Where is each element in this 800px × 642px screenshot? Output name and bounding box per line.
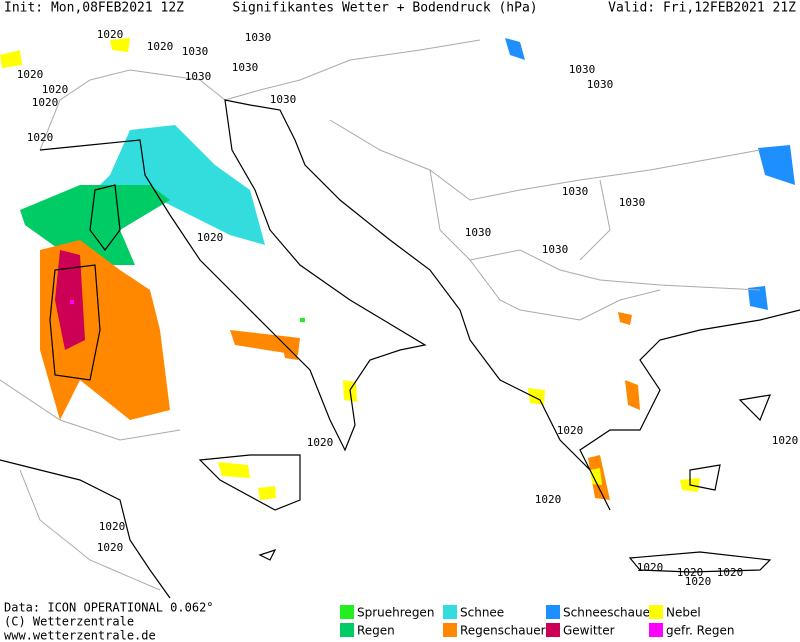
precip-area	[625, 380, 640, 410]
valid-time: Valid: Fri,12FEB2021 21Z	[608, 1, 796, 16]
isobar-label: 1030	[569, 63, 596, 76]
url: www.wetterzentrale.de	[4, 629, 156, 642]
legend-swatch	[340, 605, 354, 619]
precip-area	[748, 286, 768, 310]
isobar-label: 1020	[677, 566, 704, 579]
isobar-label: 1030	[562, 185, 589, 198]
precip-area	[505, 38, 525, 60]
legend-label: Schneeschauer	[563, 606, 655, 620]
legend-label: Nebel	[666, 606, 701, 620]
legend-label: Regen	[357, 624, 395, 638]
precip-area	[300, 318, 305, 322]
isobar-label: 1020	[27, 131, 54, 144]
footer-band	[0, 600, 800, 642]
precip-area	[758, 145, 795, 185]
legend-label: Spruehregen	[357, 606, 434, 620]
legend-swatch	[340, 623, 354, 637]
isobar-label: 1020	[772, 434, 799, 447]
precip-area	[258, 486, 276, 500]
isobar-label: 1020	[99, 520, 126, 533]
legend-swatch	[649, 623, 663, 637]
isobar-label: 1020	[307, 436, 334, 449]
init-time: Init: Mon,08FEB2021 12Z	[4, 1, 184, 16]
isobar-label: 1030	[542, 243, 569, 256]
isobar-label: 1030	[182, 45, 209, 58]
isobar-label: 1020	[97, 28, 124, 41]
isobar-label: 1020	[717, 566, 744, 579]
precip-area	[528, 388, 545, 405]
isobar-label: 1020	[42, 83, 69, 96]
isobar-label: 1020	[147, 40, 174, 53]
isobar-label: 1030	[270, 93, 297, 106]
legend-swatch	[443, 623, 457, 637]
precip-area	[590, 468, 602, 485]
precip-area	[618, 312, 632, 325]
legend-swatch	[443, 605, 457, 619]
legend: Spruehregen Regen Schnee Regenschauer Schnee…	[340, 605, 734, 638]
isobar-label: 1020	[685, 575, 712, 588]
isobar-label: 1020	[197, 231, 224, 244]
isobar-label: 1020	[17, 68, 44, 81]
legend-label: gefr. Regen	[666, 624, 734, 638]
isobar-label: 1020	[535, 493, 562, 506]
legend-swatch	[649, 605, 663, 619]
legend-label: Regenschauer	[460, 624, 546, 638]
precip-area	[110, 38, 130, 52]
precip-area	[0, 50, 22, 68]
precip-area	[100, 125, 265, 245]
isobar-label: 1020	[32, 96, 59, 109]
isobar-label: 1030	[465, 226, 492, 239]
legend-swatch	[546, 605, 560, 619]
map-title: Signifikantes Wetter + Bodendruck (hPa)	[232, 1, 537, 16]
legend-label: Schnee	[460, 606, 504, 620]
isobar-label: 1020	[97, 541, 124, 554]
precip-area	[70, 300, 74, 304]
isobar-label: 1020	[557, 424, 584, 437]
precip-area	[20, 185, 170, 265]
precip-area	[230, 330, 300, 355]
isobar-label: 1030	[619, 196, 646, 209]
isobar-label: 1030	[232, 61, 259, 74]
header-band	[0, 0, 800, 15]
copyright: (C) Wetterzentrale	[4, 615, 134, 629]
isobar-label: 1030	[587, 78, 614, 91]
isobar-label: 1030	[185, 70, 212, 83]
isobar-label: 1030	[245, 31, 272, 44]
coastlines	[0, 99, 800, 599]
borders	[0, 39, 761, 591]
legend-swatch	[546, 623, 560, 637]
isobar-label: 1020	[637, 561, 664, 574]
precip-area	[218, 462, 250, 478]
data-source: Data: ICON OPERATIONAL 0.062°	[4, 601, 214, 615]
legend-label: Gewitter	[563, 624, 615, 638]
